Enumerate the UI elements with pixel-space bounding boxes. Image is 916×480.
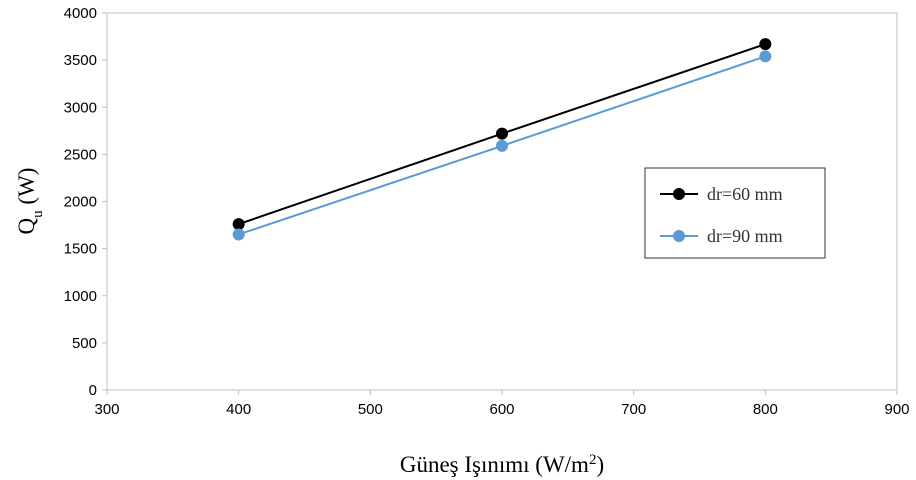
y-tick-label: 2500 [64,146,97,163]
series-layer [232,38,772,241]
y-tick-label: 4000 [64,5,97,22]
data-point-series-1 [232,228,245,241]
data-point-series-0 [232,218,245,231]
x-axis-title: Güneş Işınımı (W/m2) [400,452,604,477]
x-tick-label: 400 [226,401,251,418]
y-tick-label: 3500 [64,52,97,69]
y-tick-label: 3000 [64,99,97,116]
y-axis-title: Qu (W) [14,168,46,235]
x-tick-label: 900 [884,401,909,418]
legend-label-dr60: dr=60 mm [707,184,783,204]
y-tick-label: 1500 [64,241,97,258]
y-tick-label: 1000 [64,288,97,305]
x-tick-label: 600 [489,401,514,418]
x-tick-label: 300 [94,401,119,418]
x-tick-label: 700 [621,401,646,418]
y-tick-label: 500 [72,335,97,352]
x-axis: 300 400 500 600 700 800 900 [94,390,910,418]
data-point-series-0 [759,38,772,51]
y-tick-label: 0 [89,382,97,399]
data-point-series-1 [496,139,508,152]
legend: dr=60 mm dr=90 mm [644,167,826,259]
legend-swatch-marker-dr60 [673,188,685,200]
data-point-series-1 [759,50,772,63]
y-axis: 0 500 1000 1500 2000 2500 3000 3500 4000 [64,5,107,399]
y-tick-label: 2000 [64,194,97,211]
legend-box [644,167,826,259]
legend-label-dr90: dr=90 mm [707,226,783,246]
legend-swatch-marker-dr90 [673,230,685,242]
x-tick-label: 500 [358,401,383,418]
x-tick-label: 800 [753,401,778,418]
data-point-series-0 [496,127,508,140]
